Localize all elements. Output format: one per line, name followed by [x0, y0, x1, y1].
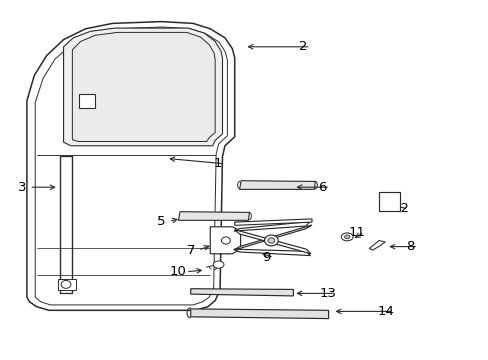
Text: 3: 3	[18, 181, 26, 194]
Ellipse shape	[264, 235, 278, 246]
Polygon shape	[190, 309, 328, 319]
Polygon shape	[58, 279, 76, 290]
Text: 6: 6	[318, 181, 326, 194]
Text: 10: 10	[170, 265, 186, 278]
Ellipse shape	[221, 237, 230, 244]
Ellipse shape	[267, 238, 274, 243]
Polygon shape	[233, 221, 310, 231]
Text: 9: 9	[262, 251, 270, 264]
Text: 2: 2	[298, 40, 307, 53]
Polygon shape	[234, 230, 310, 254]
Text: 14: 14	[377, 305, 394, 318]
Polygon shape	[368, 240, 385, 250]
Polygon shape	[79, 94, 95, 108]
Text: 8: 8	[406, 240, 414, 253]
Text: 11: 11	[348, 226, 365, 239]
Ellipse shape	[344, 235, 349, 239]
Text: 4: 4	[81, 87, 90, 100]
Polygon shape	[27, 22, 234, 310]
Text: 12: 12	[392, 202, 408, 215]
Polygon shape	[63, 28, 222, 146]
Text: 1: 1	[213, 157, 222, 170]
Polygon shape	[234, 219, 311, 225]
Polygon shape	[35, 27, 227, 305]
Polygon shape	[210, 227, 240, 254]
Text: 13: 13	[319, 287, 335, 300]
Polygon shape	[190, 289, 293, 296]
Ellipse shape	[61, 280, 71, 288]
Polygon shape	[233, 225, 311, 250]
Polygon shape	[239, 181, 315, 189]
Text: 5: 5	[157, 215, 165, 228]
Ellipse shape	[341, 233, 352, 241]
Polygon shape	[178, 212, 249, 220]
Ellipse shape	[213, 261, 224, 268]
Bar	[378, 192, 399, 211]
Polygon shape	[233, 249, 310, 256]
Text: 7: 7	[186, 244, 195, 257]
Polygon shape	[72, 32, 215, 141]
